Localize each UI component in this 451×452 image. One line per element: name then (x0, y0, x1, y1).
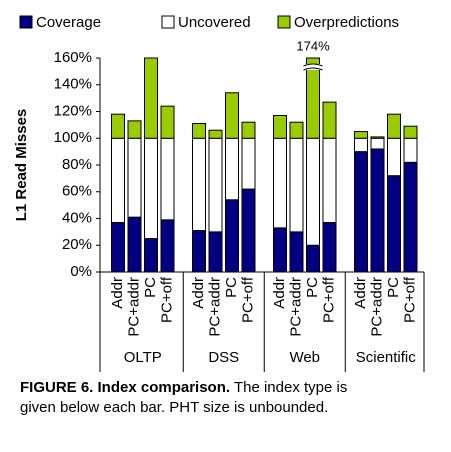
y-tick-label: 100% (54, 129, 92, 146)
bar-segment (387, 113, 401, 139)
legend-label: Coverage (36, 14, 101, 31)
bar-segment (144, 238, 158, 273)
y-axis-title: L1 Read Misses (13, 109, 30, 222)
bar-segment (241, 188, 256, 273)
bar-segment (208, 137, 223, 233)
bar-segment (192, 123, 206, 139)
caption-label: FIGURE 6. Index comparison. (20, 379, 230, 396)
x-tick-label: PC+off (158, 276, 175, 323)
bar-segment (354, 131, 368, 139)
bar-segment (403, 161, 418, 273)
bar-segment (208, 231, 223, 273)
bar-segment (127, 216, 142, 273)
group-label: OLTP (124, 349, 162, 366)
bar-segment (387, 137, 401, 177)
caption-text-1: The index type is (234, 379, 347, 396)
bar-segment (273, 137, 287, 229)
bar-segment (289, 137, 304, 233)
bar-segment (192, 230, 206, 273)
x-tick-label: PC+addr (368, 277, 385, 337)
bar-segment (241, 121, 256, 139)
caption-line-2: given below each bar. PHT size is unboun… (20, 399, 328, 416)
x-tick-label: PC+addr (206, 277, 223, 337)
bar-segment (160, 105, 175, 139)
bar-segment (387, 175, 401, 273)
x-tick-label: PC+off (320, 276, 337, 323)
x-tick-label: PC+addr (287, 277, 304, 337)
bar-segment (127, 137, 142, 218)
y-tick-label: 0% (70, 263, 92, 280)
bar-segment (111, 137, 125, 224)
bar-segment (144, 137, 158, 240)
group-label: DSS (208, 349, 239, 366)
bar-segment (306, 137, 320, 246)
bar-segment (160, 137, 175, 221)
bar-segment (225, 92, 239, 139)
legend-swatch (277, 15, 291, 29)
bar-segment (322, 137, 337, 224)
y-tick-label: 40% (62, 209, 92, 226)
caption: FIGURE 6. Index comparison. The index ty… (20, 379, 347, 396)
bar-segment (306, 57, 320, 139)
bar-segment (208, 129, 223, 139)
legend-swatch (161, 15, 175, 29)
bar-segment (289, 231, 304, 273)
annotation: 174% (296, 38, 330, 53)
y-tick-label: 140% (54, 76, 92, 93)
x-tick-label: Addr (190, 277, 207, 309)
bar-segment (306, 244, 320, 273)
bar-segment (322, 101, 337, 139)
bar-segment (160, 219, 175, 273)
x-tick-label: Addr (109, 277, 126, 309)
break-mark (303, 63, 323, 71)
x-tick-label: PC+addr (125, 277, 142, 337)
y-tick-label: 20% (62, 236, 92, 253)
y-tick-label: 160% (54, 49, 92, 66)
bar-segment (273, 115, 287, 139)
bar-segment (354, 137, 368, 153)
bar-segment (273, 227, 287, 273)
bar-segment (111, 222, 125, 273)
bar-segment (354, 151, 368, 273)
bar-segment (370, 136, 385, 139)
bar-segment (127, 120, 142, 139)
bar-segment (403, 125, 418, 139)
y-tick-label: 80% (62, 156, 92, 173)
x-tick-label: PC (142, 277, 159, 298)
bar-segment (289, 121, 304, 139)
group-label: Web (289, 349, 320, 366)
x-tick-label: PC (304, 277, 321, 298)
break-gap (303, 64, 323, 70)
x-tick-label: Addr (352, 277, 369, 309)
legend-label: Overpredictions (294, 14, 399, 31)
bar-segment (241, 137, 256, 190)
bar-segment (225, 199, 239, 273)
y-tick-label: 60% (62, 183, 92, 200)
x-tick-label: PC+off (401, 276, 418, 323)
bar-segment (370, 137, 385, 150)
bar-segment (144, 57, 158, 139)
bar-segment (192, 137, 206, 232)
x-tick-label: PC+off (239, 276, 256, 323)
bar-segment (322, 222, 337, 273)
legend-label: Uncovered (178, 14, 251, 31)
y-tick-label: 120% (54, 102, 92, 119)
group-label: Scientific (356, 349, 417, 366)
x-tick-label: Addr (271, 277, 288, 309)
bar-segment (370, 148, 385, 273)
bar-segment (403, 137, 418, 163)
bar-segment (225, 137, 239, 201)
legend-swatch (19, 15, 33, 29)
x-tick-label: PC (385, 277, 402, 298)
x-tick-label: PC (223, 277, 240, 298)
bar-segment (111, 113, 125, 139)
